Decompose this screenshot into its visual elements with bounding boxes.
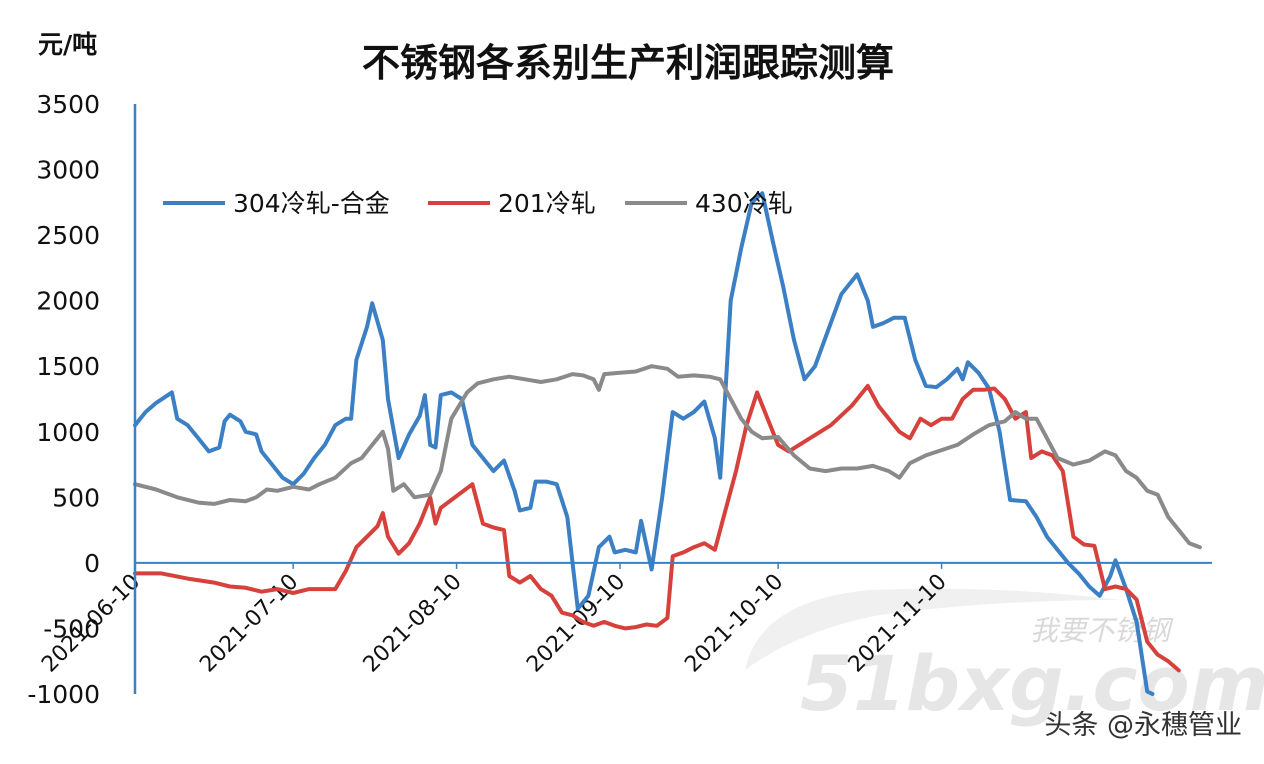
- chart-title: 不锈钢各系别生产利润跟踪测算: [362, 40, 894, 85]
- series-line-1: [133, 191, 1155, 696]
- y-tick-label: 2000: [36, 287, 100, 316]
- watermark: 我要不锈钢 51bxg.com: [745, 588, 1264, 728]
- legend-item: 304冷轧-合金: [163, 189, 390, 218]
- watermark-swoosh-logo: [745, 588, 1120, 670]
- watermark-text: 我要不锈钢: [1030, 614, 1174, 647]
- y-tick-label: 0: [84, 549, 100, 578]
- x-tick-label: 2021-08-10: [359, 569, 467, 677]
- y-axis-ticks: 3500 3000 2500 2000 1500 1000 500 0 -500 -1000: [27, 90, 100, 709]
- unit-label: 元/吨: [38, 30, 97, 59]
- legend-label: 430冷轧: [695, 189, 793, 218]
- legend-item: 201冷轧: [428, 189, 596, 218]
- x-tick-label: 2021-07-10: [195, 569, 303, 677]
- legend-label: 201冷轧: [498, 189, 596, 218]
- credit-text: 头条 @永穗管业: [1044, 710, 1242, 741]
- watermark-logo-text: 51bxg.com: [800, 639, 1264, 728]
- y-tick-label: -500: [43, 614, 100, 643]
- series-line-3: [133, 364, 1202, 550]
- y-tick-label: 2500: [36, 221, 100, 250]
- y-tick-label: -1000: [27, 680, 100, 709]
- y-tick-label: 3000: [36, 156, 100, 185]
- series-lines: [133, 191, 1202, 696]
- y-tick-label: 3500: [36, 90, 100, 119]
- legend: 304冷轧-合金 201冷轧 430冷轧: [163, 189, 793, 218]
- y-tick-label: 500: [52, 483, 100, 512]
- legend-item: 430冷轧: [625, 189, 793, 218]
- y-tick-label: 1000: [36, 418, 100, 447]
- y-tick-label: 1500: [36, 352, 100, 381]
- legend-label: 304冷轧-合金: [233, 189, 390, 218]
- x-tick-label: 2021-10-10: [680, 569, 788, 677]
